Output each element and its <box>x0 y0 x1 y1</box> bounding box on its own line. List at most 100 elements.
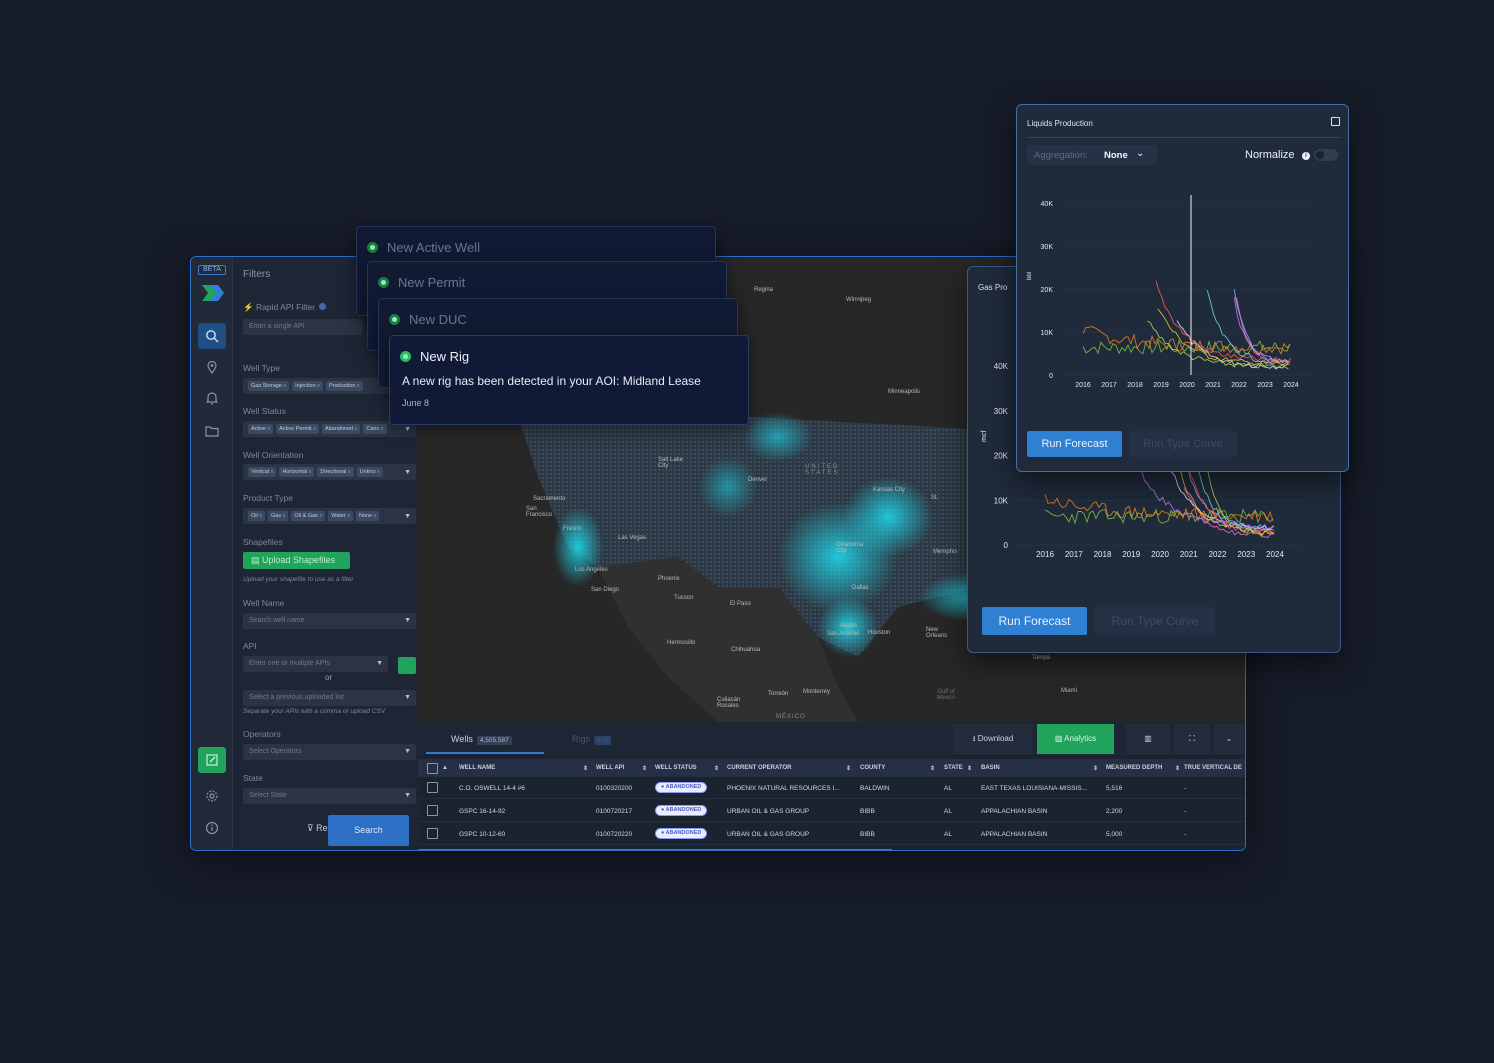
reset-button[interactable]: ⊽ Reset <box>307 823 340 834</box>
panel-divider <box>1027 137 1341 138</box>
filter-chip[interactable]: Production <box>325 381 363 391</box>
normalize-toggle[interactable] <box>1314 149 1338 161</box>
table-row[interactable]: C.O. OSWELL 14-4 #6 0100320200 ● ABANDONED… <box>418 777 1245 799</box>
filter-chip[interactable]: Directional <box>317 467 354 477</box>
filter-chip[interactable]: Gas <box>268 511 289 521</box>
x-tick-label: 2019 <box>1122 550 1140 559</box>
well-name-input[interactable]: Search well name ▼ <box>243 613 416 629</box>
well-status-select[interactable]: ActiveActive PermitAbandonedCanc ▼ <box>243 421 416 437</box>
expand-icon[interactable] <box>1331 117 1340 126</box>
alerts-nav-button[interactable] <box>198 385 226 411</box>
notification-card-new-rig[interactable]: New Rig A new rig has been detected in y… <box>389 335 749 425</box>
filter-chip[interactable]: Oil <box>248 511 266 521</box>
aggregation-select[interactable]: Aggregation: None ⌄ <box>1027 145 1157 165</box>
filter-chip[interactable]: Active Permit <box>276 424 319 434</box>
well-orientation-select[interactable]: VerticalHorizontalDirectionalUnkno ▼ <box>243 464 416 480</box>
rockies-density <box>743 412 813 462</box>
filter-chip[interactable]: Horizontal <box>279 467 315 477</box>
previous-list-select[interactable]: Select a previous uploaded list ▼ <box>243 690 416 706</box>
map-label-winnipeg: Winnipeg <box>846 297 872 303</box>
column-header[interactable]: BASIN <box>981 765 1000 771</box>
settings-nav-button[interactable] <box>198 783 226 809</box>
x-tick-label: 2018 <box>1127 382 1143 389</box>
columns-button[interactable]: ▥ <box>1126 724 1170 754</box>
table-cell-operator: PHOENIX NATURAL RESOURCES I... <box>727 785 840 792</box>
filters-title: Filters <box>243 269 271 280</box>
column-header[interactable]: WELL STATUS <box>655 765 697 771</box>
sort-icon[interactable]: ⇕ <box>642 766 648 772</box>
run-type-curve-button[interactable]: Run Type Curve <box>1095 607 1215 635</box>
production-series-line <box>1162 443 1275 531</box>
status-badge: ● ABANDONED <box>655 828 708 839</box>
fullscreen-button[interactable]: ⛶ <box>1174 724 1210 754</box>
filter-chip[interactable]: Gas Storage <box>248 381 290 391</box>
y-tick-label: 10K <box>994 496 1009 505</box>
row-checkbox[interactable] <box>427 805 438 816</box>
filter-chip[interactable]: Unkno <box>356 467 383 477</box>
column-header[interactable]: WELL NAME <box>459 765 496 771</box>
analytics-button[interactable]: ▨ Analytics <box>1037 724 1114 754</box>
sort-icon[interactable]: ⇕ <box>846 766 852 772</box>
table-cell-state: AL <box>944 831 952 838</box>
filter-chip[interactable]: Canc <box>363 424 387 434</box>
filter-chip[interactable]: Oil & Gas <box>291 511 326 521</box>
sort-icon[interactable]: ⇕ <box>930 766 936 772</box>
column-header[interactable]: COUNTY <box>860 765 886 771</box>
collapse-button[interactable]: ⌄ <box>1214 724 1244 754</box>
rig-status-icon <box>389 314 400 325</box>
bolt-icon: ⚡ <box>243 302 254 312</box>
sort-icon[interactable]: ▲ <box>442 765 448 771</box>
rapid-api-input[interactable]: Enter a single API <box>243 319 363 335</box>
row-checkbox[interactable] <box>427 828 438 839</box>
filter-chip[interactable]: Injection <box>292 381 323 391</box>
edit-nav-button[interactable] <box>198 747 226 773</box>
table-horizontal-scrollbar[interactable] <box>418 849 892 850</box>
state-select[interactable]: Select State ▼ <box>243 788 416 804</box>
table-row[interactable]: GSPC 16-14-92 0100720217 ● ABANDONED URBAN … <box>418 800 1245 822</box>
filter-chip[interactable]: None <box>355 511 380 521</box>
column-header[interactable]: WELL API <box>596 765 625 771</box>
sort-icon[interactable]: ⇕ <box>967 766 973 772</box>
sort-icon[interactable]: ⇕ <box>1175 766 1181 772</box>
filter-chip[interactable]: Vertical <box>248 467 277 477</box>
select-all-checkbox[interactable] <box>427 763 438 774</box>
map-pin-nav-button[interactable] <box>198 354 226 380</box>
beta-badge: BETA <box>198 265 226 275</box>
map-label-denver: Denver <box>748 477 768 483</box>
filter-chip[interactable]: Abandoned <box>321 424 361 434</box>
sort-icon[interactable]: ⇕ <box>1093 766 1099 772</box>
table-cell-tvd: - <box>1184 831 1187 838</box>
run-type-curve-button[interactable]: Run Type Curve <box>1129 431 1237 457</box>
rapid-api-filter-label: ⚡ Rapid API Filter <box>243 302 327 313</box>
search-nav-button[interactable] <box>198 323 226 349</box>
run-forecast-button[interactable]: Run Forecast <box>1027 431 1122 457</box>
tab-rigs[interactable]: Rigs 473 <box>572 734 611 745</box>
row-checkbox[interactable] <box>427 782 438 793</box>
filter-chip[interactable]: Water <box>328 511 353 521</box>
column-header[interactable]: STATE <box>944 765 963 771</box>
production-series-line <box>1233 296 1289 365</box>
operators-select[interactable]: Select Operators ▼ <box>243 744 416 760</box>
filter-chip[interactable]: Active <box>248 424 274 434</box>
run-forecast-button[interactable]: Run Forecast <box>982 607 1087 635</box>
upload-shapefiles-button[interactable]: ▤ Upload Shapefiles <box>243 552 350 569</box>
well-type-select[interactable]: Gas StorageInjectionProduction▼ <box>243 378 416 394</box>
column-header[interactable]: MEASURED DEPTH <box>1106 765 1163 771</box>
column-header[interactable]: CURRENT OPERATOR <box>727 765 792 771</box>
info-nav-button[interactable] <box>198 815 226 841</box>
download-button[interactable]: ⭳ Download <box>953 724 1033 754</box>
tab-wells[interactable]: Wells 4,505,587 <box>451 734 512 745</box>
production-series-line <box>1206 290 1289 364</box>
table-row[interactable]: GSPC 10-12-60 0100720220 ● ABANDONED URBAN … <box>418 823 1245 845</box>
api-input[interactable]: Enter one or multiple APIs ▼ <box>243 656 388 672</box>
table-cell-tvd: - <box>1184 785 1187 792</box>
column-header[interactable]: TRUE VERTICAL DE <box>1184 765 1242 771</box>
product-type-select[interactable]: OilGasOil & GasWaterNone ▼ <box>243 508 416 524</box>
search-button[interactable]: Search <box>328 815 409 846</box>
well-name-label: Well Name <box>243 598 285 608</box>
sort-icon[interactable]: ⇕ <box>714 766 720 772</box>
upload-csv-button[interactable] <box>398 657 416 674</box>
sort-icon[interactable]: ⇕ <box>583 766 589 772</box>
folder-nav-button[interactable] <box>198 418 226 444</box>
table-cell-county: BIBB <box>860 808 875 815</box>
